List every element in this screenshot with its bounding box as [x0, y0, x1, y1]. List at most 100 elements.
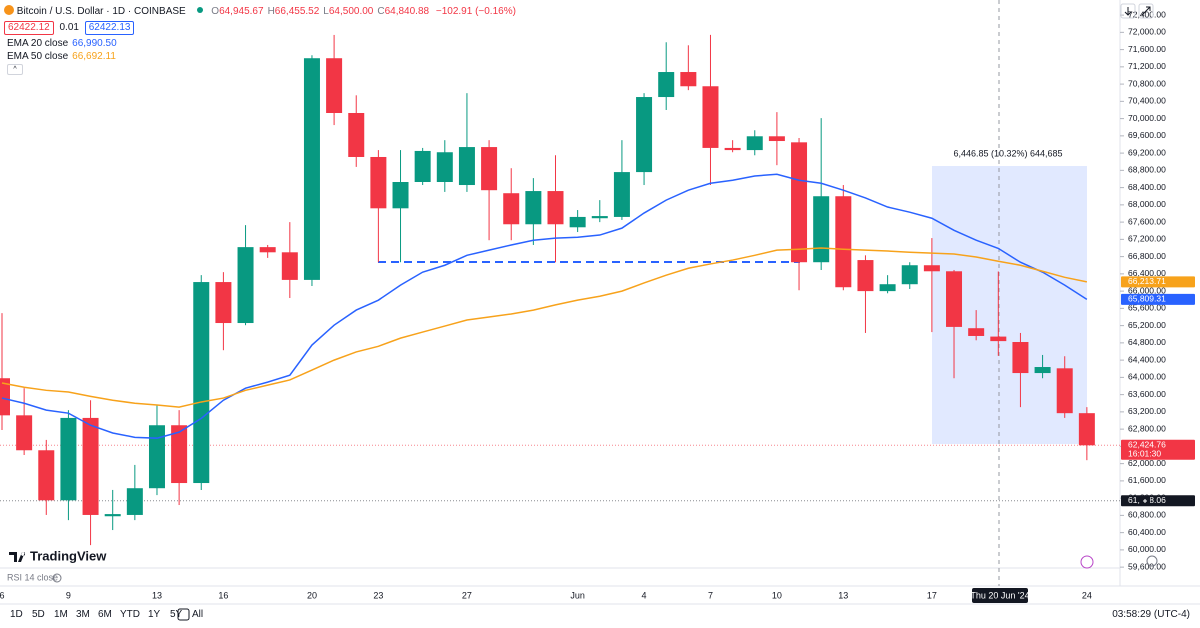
candle-body: [126, 488, 143, 515]
candle-body: [215, 282, 232, 324]
x-tick-label: 20: [307, 590, 317, 600]
candle-body: [768, 136, 785, 142]
price-sublabel: 16:01:30: [1128, 449, 1161, 459]
x-tick-label: Jun: [570, 590, 585, 600]
candle-body: [60, 417, 77, 501]
range-button[interactable]: 5D: [32, 609, 45, 620]
y-tick-label: 60,400.00: [1128, 527, 1166, 537]
x-tick-label: 13: [152, 590, 162, 600]
candle-body: [370, 156, 387, 209]
y-tick-label: 71,200.00: [1128, 61, 1166, 71]
candle-body: [392, 182, 409, 209]
y-tick-label: 72,400.00: [1128, 9, 1166, 19]
spread: 0.01: [59, 22, 79, 33]
range-button[interactable]: 1D: [10, 609, 23, 620]
date-range-icon[interactable]: [177, 608, 190, 621]
y-tick-label: 72,000.00: [1128, 27, 1166, 37]
price-axis: 72,400.00 72,000.00 71,600.00 71,200.00 70,8…: [0, 9, 1195, 600]
range-button[interactable]: 5Y: [170, 609, 183, 620]
candle-body: [16, 415, 33, 451]
candle-body: [525, 191, 542, 225]
price-label: 66,213.71: [1128, 276, 1166, 286]
y-tick-label: 68,800.00: [1128, 165, 1166, 175]
candle-body: [968, 328, 985, 336]
candle-body: [636, 97, 653, 173]
candle-body: [414, 150, 431, 183]
scroll-button[interactable]: [1120, 3, 1136, 19]
ask[interactable]: 62422.13: [84, 21, 135, 35]
range-button[interactable]: YTD: [120, 609, 140, 620]
candle-body: [613, 172, 630, 217]
candle-body: [923, 265, 940, 272]
price-label: 62,424.76: [1128, 440, 1166, 450]
range-button[interactable]: 1M: [54, 609, 68, 620]
candle-body: [82, 417, 99, 515]
price-label-bg: [1121, 495, 1195, 507]
indicator-value: 66,692.11: [72, 51, 116, 62]
fullscreen-button[interactable]: [1138, 3, 1154, 19]
candle-body: [436, 152, 453, 183]
y-tick-label: 65,200.00: [1128, 320, 1166, 330]
ohlc-value: 66,455.52: [274, 6, 320, 17]
plot: [0, 34, 1120, 546]
range-button[interactable]: 1Y: [148, 609, 161, 620]
plus-glyph: [1143, 499, 1147, 503]
price-label-bg: [1121, 293, 1195, 305]
price-label-bg: [1121, 276, 1195, 288]
y-tick-label: 59,600.00: [1128, 561, 1166, 571]
range-button[interactable]: 6M: [98, 609, 112, 620]
ema-line: [1, 173, 1088, 439]
collapse-button[interactable]: ^: [7, 64, 23, 75]
candle-body: [879, 284, 896, 292]
candle-body: [171, 425, 188, 484]
candle-body: [1078, 413, 1095, 446]
y-tick-label: 67,600.00: [1128, 216, 1166, 226]
y-tick-label: 61,600.00: [1128, 475, 1166, 485]
candle-body: [1012, 342, 1029, 374]
ohlc: O64,945.67 H66,455.52 L64,500.00 C64,840.88: [211, 6, 433, 17]
candle-body: [569, 216, 586, 228]
range-button[interactable]: 3M: [76, 609, 90, 620]
logo-icon: [9, 552, 26, 562]
ohlc-value: 64,945.67: [219, 6, 264, 17]
range-button[interactable]: All: [192, 609, 204, 620]
candle-body: [326, 58, 343, 113]
y-tick-label: 64,800.00: [1128, 337, 1166, 347]
indicator-value: 66,990.50: [72, 38, 117, 49]
y-tick-label: 66,000.00: [1128, 285, 1166, 295]
candle-body: [680, 72, 697, 87]
candle-body: [104, 514, 121, 517]
candle-body: [724, 147, 741, 151]
x-tick-label: 4: [642, 590, 647, 600]
x-tick-label: 6: [0, 590, 5, 600]
y-tick-label: 64,400.00: [1128, 354, 1166, 364]
candle-body: [946, 271, 963, 327]
scroll-glyph: [1124, 7, 1132, 16]
eye-icon[interactable]: [52, 573, 62, 583]
candle-body: [1056, 368, 1073, 414]
candle-body: [857, 260, 874, 292]
candle-body: [1034, 367, 1051, 374]
y-tick-label: 70,400.00: [1128, 96, 1166, 106]
ohlc-letter: L: [323, 6, 329, 17]
y-tick-label: 67,200.00: [1128, 234, 1166, 244]
crosshair-label: Thu 20 Jun '24: [970, 590, 1029, 600]
alert-icon[interactable]: [1080, 555, 1094, 569]
candle-body: [303, 58, 320, 280]
rsi-label: RSI 14 close: [7, 572, 58, 582]
candle-body: [746, 136, 763, 151]
settings-icon[interactable]: [1146, 555, 1158, 567]
ohlc-letter: C: [377, 6, 385, 17]
x-tick-label: 27: [462, 590, 472, 600]
ohlc-letter: H: [267, 6, 275, 17]
x-tick-label: 17: [927, 590, 937, 600]
bid[interactable]: 62422.12: [4, 21, 54, 35]
candle-body: [458, 147, 475, 186]
x-tick-label: 9: [66, 590, 71, 600]
measure-label-bg: [957, 147, 1060, 161]
x-tick-label: 16: [218, 590, 228, 600]
candle-body: [591, 216, 608, 219]
measure-label: 6,446.85 (10.32%) 644,685: [953, 148, 1062, 158]
